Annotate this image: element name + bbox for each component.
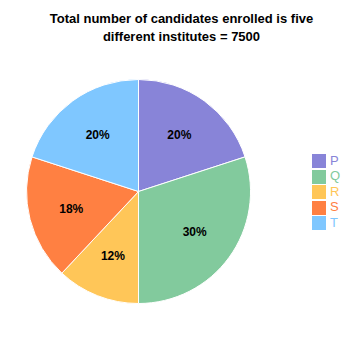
html-text:S: S (329, 199, 339, 215)
svg-text:20%: 20% (86, 128, 110, 142)
html-text:Q: Q (329, 168, 340, 184)
html-text:R: R (329, 183, 340, 199)
html-text:different institutes = 7500: different institutes = 7500 (102, 29, 261, 44)
svg-text:18%: 18% (59, 202, 83, 216)
svg-text:20%: 20% (167, 128, 191, 142)
html-text:P: P (329, 152, 339, 168)
svg-text:30%: 30% (183, 225, 207, 239)
html-text:T: T (329, 214, 338, 230)
html-text:Total number of candidates enr: Total number of candidates enrolled is f… (49, 11, 314, 26)
svg-text:12%: 12% (101, 249, 125, 263)
